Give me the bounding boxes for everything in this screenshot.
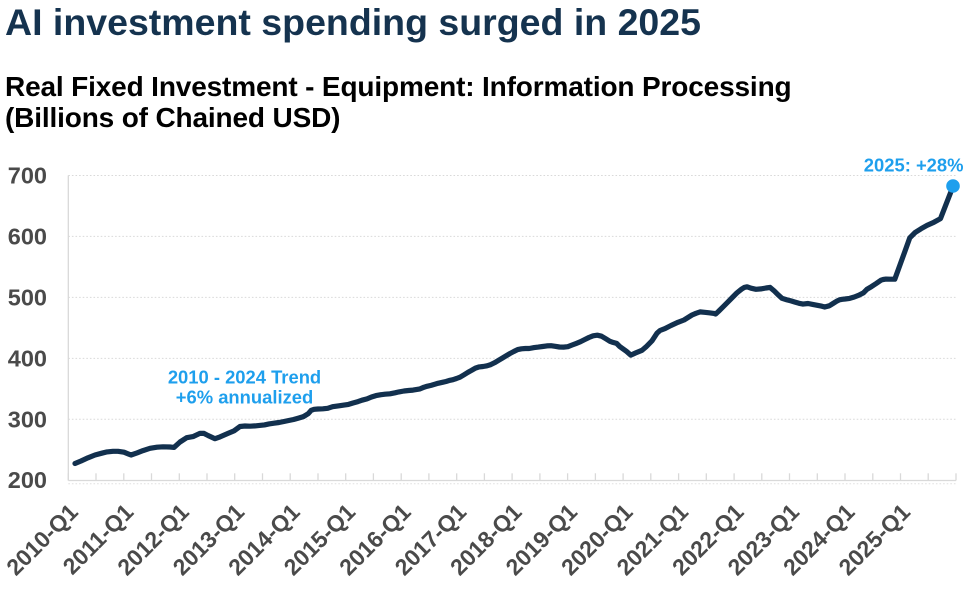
svg-text:200: 200 (8, 467, 47, 493)
svg-text:400: 400 (8, 345, 47, 371)
svg-text:600: 600 (8, 223, 47, 249)
svg-text:300: 300 (8, 406, 47, 432)
svg-text:+6% annualized: +6% annualized (176, 387, 313, 408)
svg-text:2025: +28%: 2025: +28% (864, 155, 964, 176)
svg-text:500: 500 (8, 284, 47, 310)
svg-text:2010 - 2024 Trend: 2010 - 2024 Trend (168, 367, 321, 388)
svg-text:700: 700 (8, 163, 47, 189)
